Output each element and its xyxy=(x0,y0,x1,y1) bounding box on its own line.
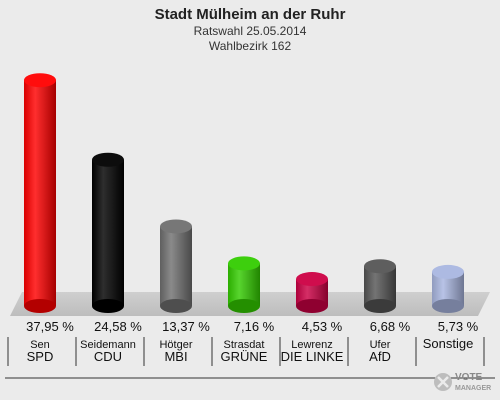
category-label: SPD xyxy=(27,349,54,364)
logo-text-vote: VOTE xyxy=(455,372,483,383)
bars-group xyxy=(24,73,464,313)
bar-3 xyxy=(228,256,260,313)
category-label: GRÜNE xyxy=(221,349,268,364)
candidate-label: Seidemann xyxy=(80,339,136,351)
candidate-label: Strasdat xyxy=(224,339,265,351)
bar-2 xyxy=(160,219,192,313)
bar-4 xyxy=(296,272,328,313)
bar-base xyxy=(296,299,328,313)
bar-top xyxy=(24,73,56,88)
category-label: CDU xyxy=(94,349,122,364)
value-label: 6,68 % xyxy=(370,319,411,334)
logo-text-manager: MANAGER xyxy=(455,385,491,392)
chart-subtitle-district: Wahlbezirk 162 xyxy=(209,39,292,53)
bar-0 xyxy=(24,73,56,313)
value-label: 4,53 % xyxy=(302,319,343,334)
value-label: 7,16 % xyxy=(234,319,275,334)
category-label: DIE LINKE xyxy=(281,349,344,364)
bar-body xyxy=(24,80,56,306)
bar-top xyxy=(364,259,396,274)
bar-body xyxy=(228,263,260,306)
vote-manager-x-icon xyxy=(434,373,452,391)
bar-body xyxy=(160,226,192,306)
bar-base xyxy=(364,299,396,313)
chart-subtitle-election: Ratswahl 25.05.2014 xyxy=(194,24,307,38)
bar-1 xyxy=(92,152,124,313)
bar-top xyxy=(92,152,124,167)
value-label: 24,58 % xyxy=(94,319,142,334)
bar-top xyxy=(160,219,192,234)
candidate-label: Sen xyxy=(30,339,50,351)
bar-base xyxy=(160,299,192,313)
bar-base xyxy=(92,299,124,313)
category-label: AfD xyxy=(369,349,391,364)
chart-title: Stadt Mülheim an der Ruhr xyxy=(155,6,346,23)
value-label: 37,95 % xyxy=(26,319,74,334)
category-label: Sonstige xyxy=(423,336,474,351)
bar-base xyxy=(24,299,56,313)
bar-top xyxy=(432,264,464,279)
candidate-label: Hötger xyxy=(159,339,192,351)
vote-manager-logo: VOTE MANAGER xyxy=(434,372,491,392)
bar-base xyxy=(432,299,464,313)
candidate-label: Ufer xyxy=(370,339,391,351)
value-label: 5,73 % xyxy=(438,319,479,334)
bar-body xyxy=(92,159,124,306)
bar-6 xyxy=(432,264,464,313)
value-label: 13,37 % xyxy=(162,319,210,334)
bar-base xyxy=(228,299,260,313)
bar-top xyxy=(296,272,328,287)
bar-5 xyxy=(364,259,396,313)
bar-top xyxy=(228,256,260,271)
category-label: MBI xyxy=(164,349,187,364)
candidate-label: Lewrenz xyxy=(291,339,333,351)
